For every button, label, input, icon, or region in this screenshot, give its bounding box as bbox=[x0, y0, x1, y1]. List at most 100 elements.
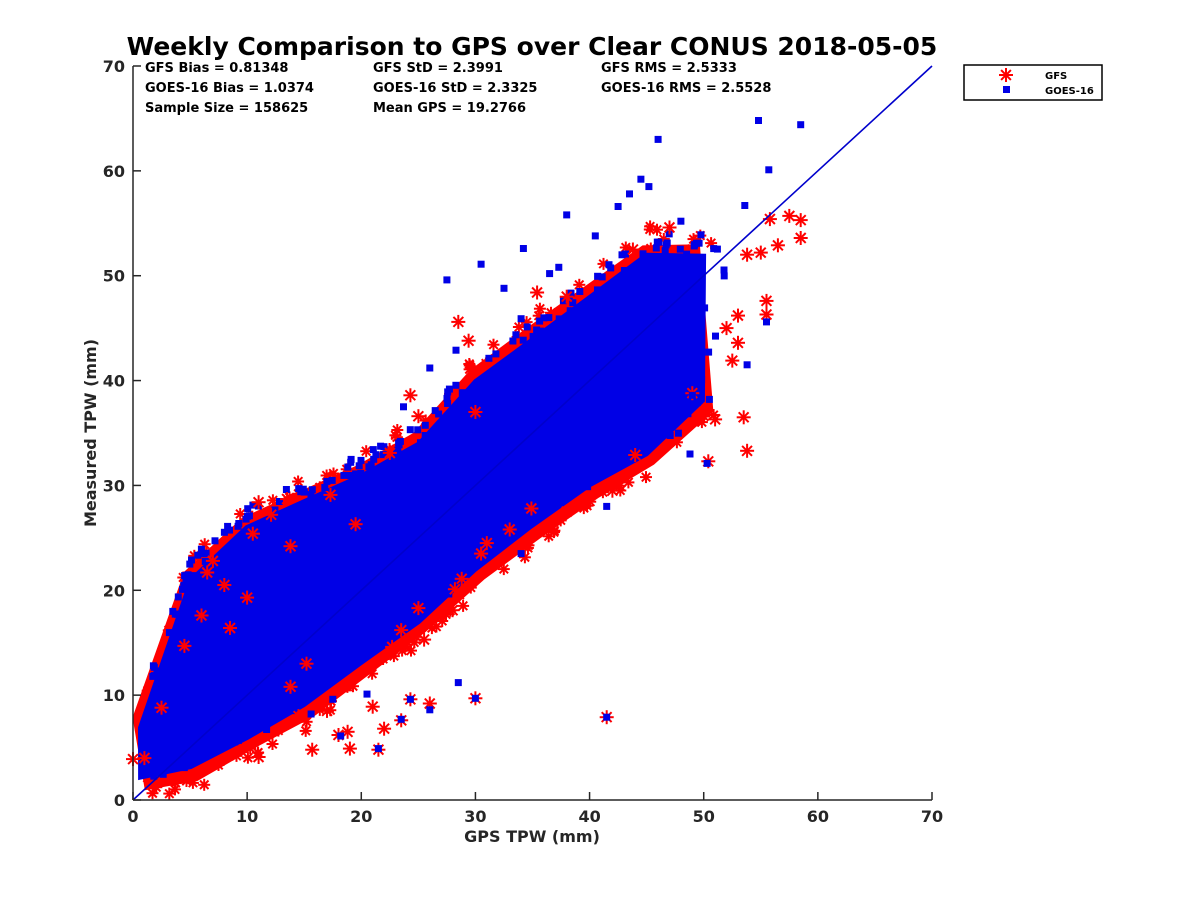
goes16-point bbox=[683, 250, 691, 258]
goes16-point bbox=[452, 381, 460, 389]
gfs-point bbox=[430, 620, 443, 633]
goes16-point bbox=[546, 270, 554, 278]
gfs-point bbox=[445, 603, 460, 618]
goes16-point bbox=[557, 496, 565, 504]
gfs-point bbox=[382, 445, 397, 460]
goes16-point bbox=[263, 595, 270, 603]
gfs-point bbox=[348, 517, 363, 532]
goes16-point bbox=[741, 202, 749, 209]
gfs-point bbox=[417, 632, 432, 647]
stat-gfs-rms: GFS RMS = 2.5333 bbox=[601, 61, 737, 76]
goes16-point bbox=[396, 437, 404, 445]
x-tick-label: 0 bbox=[127, 807, 138, 826]
gfs-point bbox=[719, 321, 734, 336]
goes16-point bbox=[263, 726, 271, 733]
goes16-point bbox=[192, 699, 200, 707]
goes16-point bbox=[533, 326, 541, 334]
gfs-point bbox=[559, 504, 574, 519]
gfs-point bbox=[266, 738, 279, 750]
goes16-point bbox=[200, 550, 208, 558]
goes16-point bbox=[361, 537, 369, 545]
goes16-point bbox=[153, 667, 161, 675]
gfs-point bbox=[264, 507, 279, 522]
y-axis-label: Measured TPW (mm) bbox=[81, 339, 100, 527]
goes16-point bbox=[408, 618, 416, 625]
gfs-point bbox=[731, 308, 745, 323]
goes16-point bbox=[421, 432, 429, 439]
goes16-point bbox=[245, 608, 253, 616]
goes16-point bbox=[205, 729, 212, 736]
y-tick-label: 30 bbox=[103, 476, 125, 495]
gfs-point bbox=[272, 724, 285, 737]
goes16-point bbox=[372, 451, 380, 459]
gfs-point bbox=[662, 220, 677, 235]
goes16-point bbox=[503, 509, 511, 517]
gfs-point bbox=[584, 495, 597, 508]
goes16-point bbox=[607, 264, 615, 272]
gfs-point bbox=[251, 750, 266, 764]
goes16-point bbox=[468, 529, 476, 537]
gfs-point bbox=[223, 621, 237, 635]
stat-gfs-std: GFS StD = 2.3991 bbox=[373, 61, 503, 76]
goes16-point bbox=[526, 460, 534, 468]
goes16-point bbox=[673, 315, 681, 323]
goes16-point bbox=[565, 292, 573, 300]
gfs-point bbox=[283, 539, 298, 554]
goes16-point bbox=[181, 572, 189, 580]
goes16-point bbox=[616, 456, 623, 464]
gfs-point bbox=[463, 358, 476, 370]
goes16-point bbox=[485, 354, 493, 362]
goes16-point bbox=[406, 695, 414, 703]
goes16-point bbox=[215, 627, 223, 635]
goes16-point bbox=[363, 690, 371, 698]
gfs-point bbox=[605, 483, 620, 498]
goes16-point bbox=[452, 346, 460, 354]
goes16-point bbox=[369, 625, 377, 633]
goes16-point bbox=[194, 551, 202, 559]
goes16-point bbox=[399, 540, 407, 547]
goes16-point bbox=[179, 585, 186, 593]
goes16-point bbox=[720, 266, 728, 274]
goes16-point bbox=[309, 593, 317, 601]
goes16-point bbox=[397, 715, 405, 723]
goes16-point bbox=[282, 486, 290, 493]
goes16-point bbox=[603, 502, 611, 510]
gfs-point bbox=[177, 638, 192, 653]
goes16-point bbox=[141, 723, 149, 731]
gfs-point bbox=[194, 608, 209, 623]
goes16-point bbox=[287, 512, 294, 520]
goes16-point bbox=[190, 572, 197, 580]
goes16-point bbox=[765, 166, 773, 174]
goes16-point bbox=[241, 621, 249, 629]
goes16-point bbox=[512, 331, 520, 339]
goes16-point bbox=[307, 710, 315, 718]
goes16-point bbox=[645, 183, 653, 191]
gfs-point bbox=[474, 546, 489, 561]
goes16-point bbox=[417, 439, 424, 447]
stat-gfs-bias: GFS Bias = 0.81348 bbox=[145, 61, 288, 76]
goes16-point bbox=[471, 694, 479, 702]
goes16-point bbox=[226, 543, 234, 551]
y-tick-label: 50 bbox=[103, 267, 125, 286]
goes16-point bbox=[594, 286, 601, 294]
stats-block: GFS Bias = 0.81348 GFS StD = 2.3991 GFS … bbox=[145, 61, 771, 116]
goes16-point bbox=[555, 315, 563, 323]
goes16-point bbox=[329, 695, 337, 703]
goes16-point bbox=[231, 738, 239, 746]
gfs-point bbox=[770, 238, 785, 253]
goes16-point bbox=[188, 556, 195, 564]
goes16-point bbox=[686, 450, 694, 458]
goes16-point bbox=[672, 389, 680, 397]
gfs-point bbox=[394, 623, 409, 638]
goes16-point bbox=[359, 522, 367, 530]
goes16-point bbox=[544, 393, 552, 401]
goes16-point bbox=[253, 563, 261, 571]
goes16-point bbox=[698, 376, 706, 384]
goes16-point bbox=[458, 389, 466, 397]
goes16-point bbox=[670, 379, 678, 386]
gfs-point bbox=[464, 581, 477, 594]
goes16-point bbox=[446, 511, 454, 519]
goes16-point bbox=[220, 528, 228, 536]
legend-marker-goes16 bbox=[1003, 86, 1010, 93]
